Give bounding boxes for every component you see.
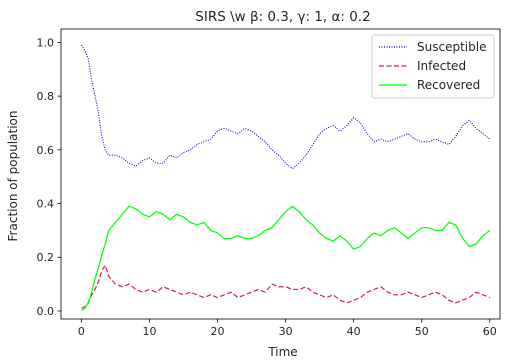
x-tick-label: 30 (279, 325, 293, 338)
y-tick-label: 0.2 (37, 251, 55, 264)
x-tick-label: 10 (142, 325, 156, 338)
y-axis-label: Fraction of population (6, 111, 20, 242)
series-line-recovered (81, 205, 491, 312)
y-axis: 0.0 0.2 0.4 0.6 0.8 1.0 (37, 36, 61, 318)
x-axis-label: Time (267, 345, 297, 359)
x-tick-label: 60 (483, 325, 497, 338)
legend-label-susceptible: Susceptible (417, 40, 486, 54)
y-tick-label: 1.0 (37, 36, 55, 49)
y-tick-label: 0.6 (37, 144, 55, 157)
y-tick-label: 0.8 (37, 90, 55, 103)
y-tick-label: 0.0 (37, 305, 55, 318)
x-tick-label: 0 (78, 325, 85, 338)
x-tick-label: 40 (347, 325, 361, 338)
legend-label-recovered: Recovered (417, 78, 480, 92)
series-line-infected (81, 263, 491, 309)
series-layer (80, 44, 491, 312)
legend-box (371, 34, 495, 99)
chart-title: SIRS \w β: 0.3, γ: 1, α: 0.2 (195, 9, 370, 25)
legend: Susceptible Infected Recovered (371, 34, 495, 99)
x-tick-label: 50 (415, 325, 429, 338)
x-axis: 0 10 20 30 40 50 60 (78, 319, 497, 338)
plot-frame (60, 28, 501, 320)
x-tick-label: 20 (211, 325, 225, 338)
y-tick-label: 0.4 (37, 198, 55, 211)
series-line-susceptible (80, 44, 491, 170)
legend-label-infected: Infected (417, 59, 466, 73)
